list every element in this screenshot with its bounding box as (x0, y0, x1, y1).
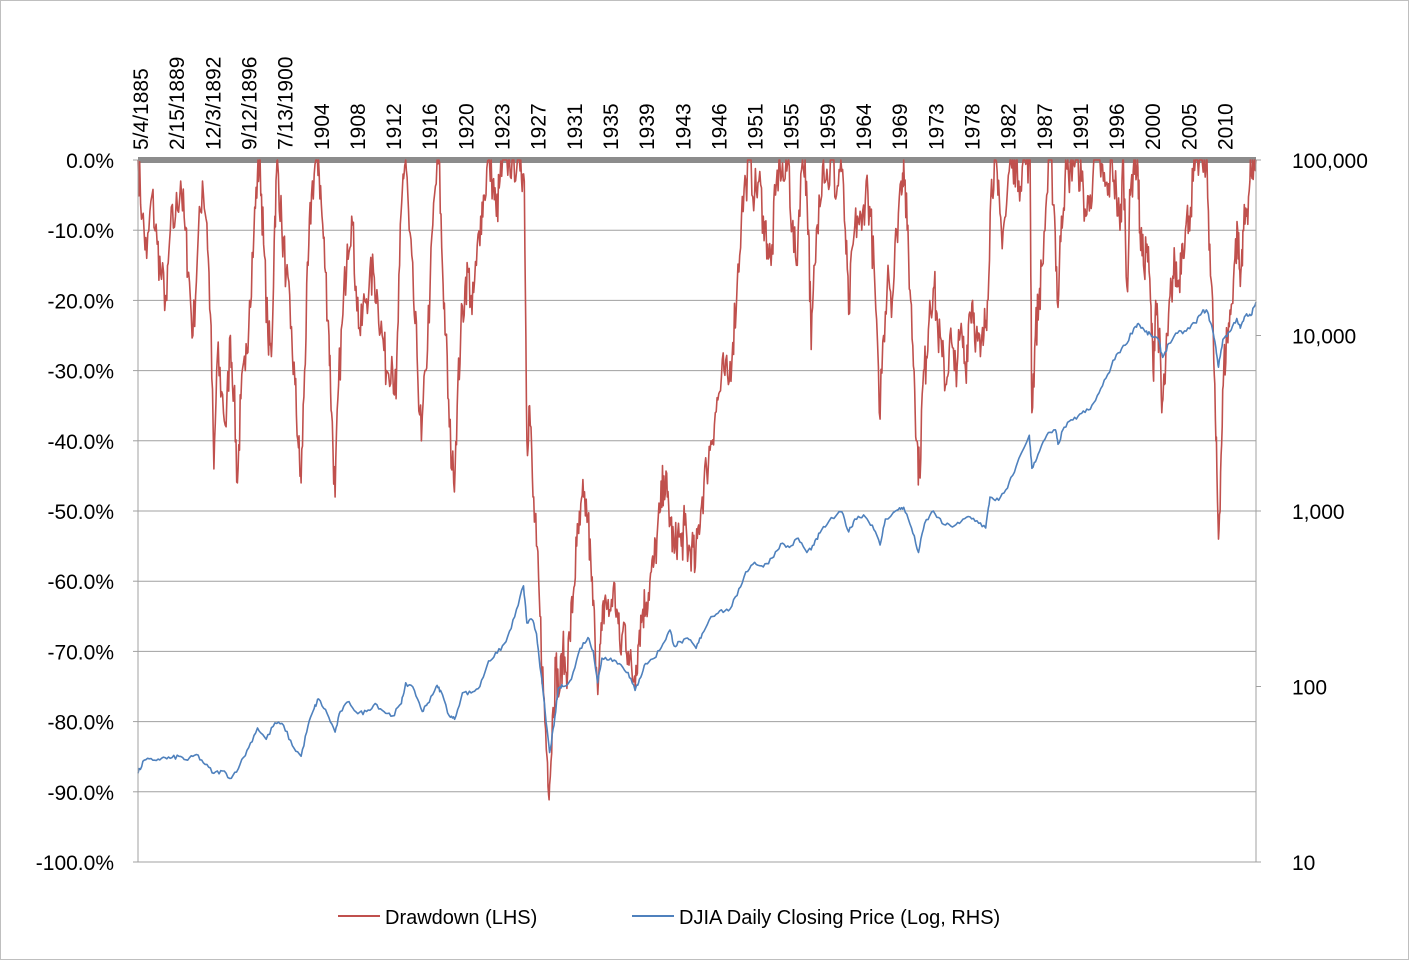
series-lines (137, 159, 1257, 801)
x-tick-label: 1927 (528, 103, 551, 150)
x-tick-label: 9/12/1896 (238, 57, 261, 150)
x-tick-label: 12/3/1892 (202, 57, 225, 150)
x-tick-label: 1920 (455, 103, 478, 150)
left-axis-ticks: 0.0% -10.0% -20.0% -30.0% -40.0% -50.0% -60.0%… (36, 150, 138, 875)
right-tick-label: 1,000 (1292, 501, 1345, 524)
drawdown-series-line (137, 159, 1257, 801)
x-tick-label: 2005 (1178, 103, 1201, 150)
x-tick-label: 1955 (781, 103, 804, 150)
right-tick-label: 10 (1292, 852, 1315, 875)
x-axis-ticks: 5/4/1885 2/15/1889 12/3/1892 9/12/1896 7/13/… (130, 57, 1238, 150)
left-tick-label: -30.0% (47, 361, 114, 384)
x-tick-label: 1978 (961, 103, 984, 150)
right-tick-label: 100,000 (1292, 150, 1368, 173)
x-tick-label: 1973 (925, 103, 948, 150)
legend: Drawdown (LHS) DJIA Daily Closing Price … (338, 907, 1000, 929)
legend-drawdown-label: Drawdown (LHS) (385, 907, 537, 929)
left-tick-label: -70.0% (47, 641, 114, 664)
gridlines (138, 157, 1256, 863)
left-tick-label: -40.0% (47, 431, 114, 454)
x-tick-label: 1935 (600, 103, 623, 150)
x-tick-label: 7/13/1900 (275, 57, 298, 150)
zero-line-band (138, 157, 1256, 163)
right-axis-ticks: 100,000 10,000 1,000 100 10 (1256, 150, 1368, 875)
djia-series-line (137, 301, 1257, 780)
x-tick-label: 5/4/1885 (130, 68, 153, 150)
x-tick-label: 1923 (492, 103, 515, 150)
x-tick-label: 1996 (1106, 103, 1129, 150)
left-tick-label: -100.0% (36, 852, 114, 875)
x-tick-label: 1912 (383, 103, 406, 150)
x-tick-label: 1951 (745, 103, 768, 150)
left-tick-label: -10.0% (47, 220, 114, 243)
x-tick-label: 1959 (817, 103, 840, 150)
legend-djia-label: DJIA Daily Closing Price (Log, RHS) (679, 907, 1000, 929)
x-tick-label: 1946 (708, 103, 731, 150)
x-tick-label: 1987 (1034, 103, 1057, 150)
x-tick-label: 1991 (1070, 103, 1093, 150)
left-tick-label: -50.0% (47, 501, 114, 524)
x-tick-label: 2/15/1889 (166, 57, 189, 150)
left-tick-label: -20.0% (47, 290, 114, 313)
x-tick-label: 2010 (1215, 103, 1238, 150)
left-tick-label: 0.0% (66, 150, 114, 173)
right-tick-label: 100 (1292, 677, 1327, 700)
x-tick-label: 1939 (636, 103, 659, 150)
x-tick-label: 1916 (419, 103, 442, 150)
left-tick-label: -80.0% (47, 712, 114, 735)
x-tick-label: 2000 (1142, 103, 1165, 150)
x-tick-label: 1982 (998, 103, 1021, 150)
x-tick-label: 1943 (672, 103, 695, 150)
x-tick-label: 1931 (564, 103, 587, 150)
right-tick-label: 10,000 (1292, 326, 1356, 349)
x-tick-label: 1908 (347, 103, 370, 150)
axis-lines (137, 160, 1257, 862)
left-tick-label: -90.0% (47, 782, 114, 805)
x-tick-label: 1969 (889, 103, 912, 150)
x-tick-label: 1964 (853, 103, 876, 150)
left-tick-label: -60.0% (47, 571, 114, 594)
x-tick-label: 1904 (311, 103, 334, 150)
